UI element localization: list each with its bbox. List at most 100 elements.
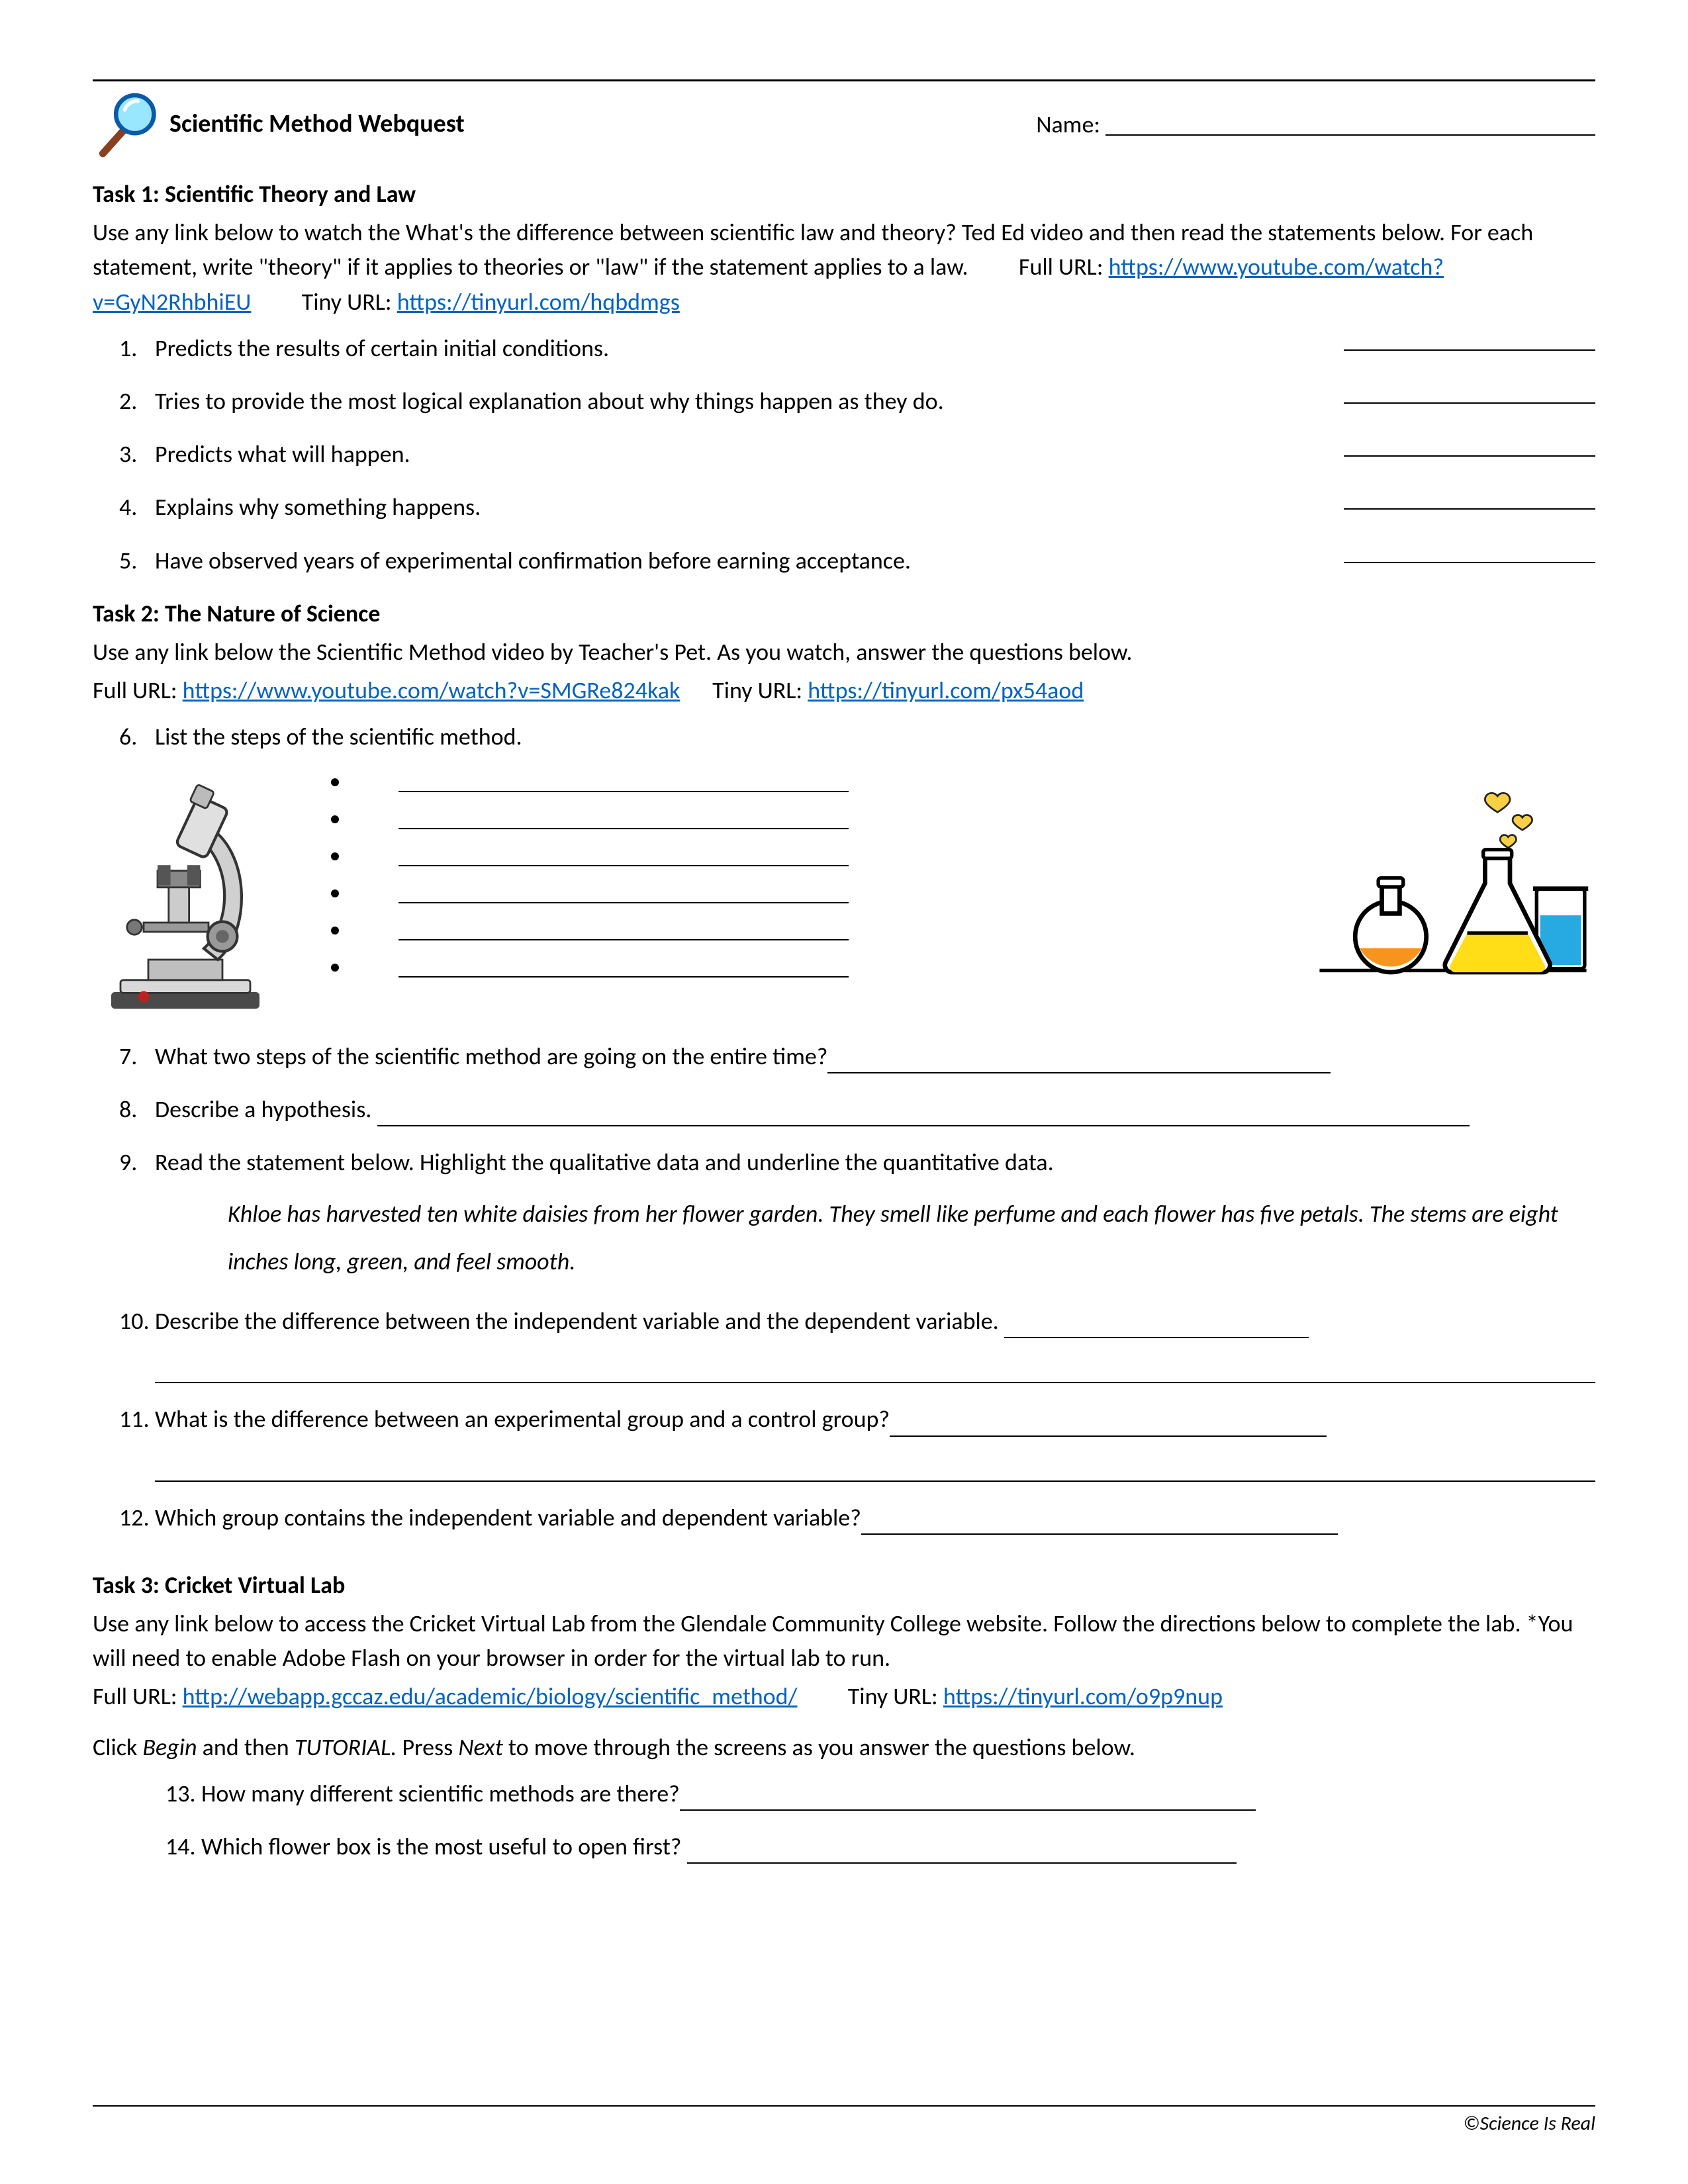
q8-blank[interactable] (377, 1107, 1470, 1126)
header-row: Scientific Method Webquest Name: (93, 88, 1595, 161)
step-6 (331, 958, 1271, 978)
step-1 (331, 772, 1271, 792)
step-blank[interactable] (399, 809, 849, 829)
task1-list: Predicts the results of certain initial … (119, 331, 1595, 578)
q1: Predicts the results of certain initial … (119, 331, 1595, 365)
name-blank[interactable] (1105, 113, 1595, 136)
bullet-icon (331, 815, 339, 823)
task2-tinyurl-label: Tiny URL: (712, 676, 802, 705)
q13-text: How many different scientific methods ar… (201, 1779, 680, 1808)
t3g: to move through the screens as you answe… (503, 1733, 1135, 1762)
task3-tinyurl-link[interactable]: https://tinyurl.com/o9p9nup (943, 1682, 1223, 1711)
q13: How many different scientific methods ar… (165, 1776, 1595, 1811)
bullet-icon (331, 927, 339, 934)
q11-blank2[interactable] (155, 1455, 1595, 1482)
bullet-icon (331, 852, 339, 860)
q2-text: Tries to provide the most logical explan… (155, 387, 944, 416)
task2-fullurl-label: Full URL: (93, 676, 177, 705)
task2-urls: Full URL: https://www.youtube.com/watch?… (93, 673, 1595, 707)
t3c: and then (197, 1733, 295, 1762)
page-title: Scientific Method Webquest (169, 106, 465, 142)
task2-fullurl-link[interactable]: https://www.youtube.com/watch?v=SMGRe824… (183, 676, 680, 705)
task2-heading: Task 2: The Nature of Science (93, 596, 1595, 631)
step-blank[interactable] (399, 846, 849, 866)
q4-text: Explains why something happens. (155, 492, 481, 522)
task2-list-cont2: Describe the difference between the inde… (119, 1304, 1595, 1535)
q9: Read the statement below. Highlight the … (119, 1145, 1595, 1285)
q10-blank[interactable] (1004, 1318, 1309, 1338)
task1-tinyurl-link[interactable]: https://tinyurl.com/hqbdmgs (397, 287, 680, 316)
step-4 (331, 884, 1271, 903)
q6-text: List the steps of the scientific method. (155, 722, 522, 751)
t3b: Begin (142, 1733, 197, 1762)
q6-bullets (331, 772, 1271, 995)
q11-blank[interactable] (890, 1417, 1327, 1437)
step-3 (331, 846, 1271, 866)
q14-blank[interactable] (687, 1844, 1237, 1864)
q10: Describe the difference between the inde… (119, 1304, 1595, 1383)
q6: List the steps of the scientific method. (119, 719, 1595, 754)
t3f: Next (458, 1733, 502, 1762)
footer: ©Science Is Real (93, 2105, 1595, 2138)
microscope-icon (93, 772, 278, 1026)
task3-fullurl-link[interactable]: http://webapp.gccaz.edu/academic/biology… (183, 1682, 798, 1711)
q7-blank[interactable] (827, 1054, 1331, 1073)
q12-text: Which group contains the independent var… (155, 1503, 861, 1532)
step-blank[interactable] (399, 921, 849, 940)
q4-blank[interactable] (1344, 490, 1595, 510)
step-blank[interactable] (399, 884, 849, 903)
task1-tinyurl-label: Tiny URL: (302, 287, 392, 316)
q3-text: Predicts what will happen. (155, 439, 410, 469)
task3-heading: Task 3: Cricket Virtual Lab (93, 1568, 1595, 1602)
q12-blank[interactable] (861, 1515, 1338, 1535)
bullet-icon (331, 964, 339, 972)
task3-fullurl-label: Full URL: (93, 1682, 177, 1711)
step-5 (331, 921, 1271, 940)
step-2 (331, 809, 1271, 829)
step-blank[interactable] (399, 958, 849, 978)
q1-blank[interactable] (1344, 331, 1595, 351)
q3-blank[interactable] (1344, 437, 1595, 457)
q2: Tries to provide the most logical explan… (119, 384, 1595, 418)
q5-text: Have observed years of experimental conf… (155, 546, 911, 575)
q1-text: Predicts the results of certain initial … (155, 334, 609, 363)
q8: Describe a hypothesis. (119, 1092, 1595, 1126)
task2-list-q6: List the steps of the scientific method. (119, 719, 1595, 754)
q7: What two steps of the scientific method … (119, 1039, 1595, 1073)
step-blank[interactable] (399, 772, 849, 792)
task1-heading: Task 1: Scientific Theory and Law (93, 177, 1595, 211)
q9-passage: Khloe has harvested ten white daisies fr… (228, 1190, 1595, 1285)
task3-urls: Full URL: http://webapp.gccaz.edu/academ… (93, 1679, 1595, 1713)
q14-text: Which flower box is the most useful to o… (201, 1832, 681, 1861)
q11: What is the difference between an experi… (119, 1402, 1595, 1481)
task3-tinyurl-label: Tiny URL: (848, 1682, 938, 1711)
q10-text: Describe the difference between the inde… (155, 1306, 999, 1336)
task2-list-cont: What two steps of the scientific method … (119, 1039, 1595, 1286)
bullet-icon (331, 889, 339, 897)
q14: Which flower box is the most useful to o… (165, 1829, 1595, 1864)
q9-text: Read the statement below. Highlight the … (155, 1148, 1054, 1177)
task1-intro: Use any link below to watch the What's t… (93, 215, 1595, 319)
q5-blank[interactable] (1344, 543, 1595, 563)
q3: Predicts what will happen. (119, 437, 1595, 471)
task3-list: How many different scientific methods ar… (165, 1776, 1595, 1864)
task1-fullurl-label: Full URL: (1019, 252, 1103, 281)
task2-tinyurl-link[interactable]: https://tinyurl.com/px54aod (808, 676, 1084, 705)
q6-steps-wrap (93, 772, 1595, 1026)
t3a: Click (93, 1733, 142, 1762)
q11-text: What is the difference between an experi… (155, 1404, 890, 1433)
magnifier-icon (93, 88, 165, 161)
task3-intro: Use any link below to access the Cricket… (93, 1606, 1595, 1675)
name-label: Name: (1036, 107, 1100, 142)
t3d: TUTORIAL. (295, 1733, 397, 1762)
q7-text: What two steps of the scientific method … (155, 1042, 827, 1071)
task2-intro: Use any link below the Scientific Method… (93, 635, 1595, 669)
chemistry-icon (1311, 772, 1595, 1000)
q13-blank[interactable] (680, 1791, 1256, 1811)
top-rule (93, 79, 1595, 81)
q12: Which group contains the independent var… (119, 1500, 1595, 1535)
q10-blank2[interactable] (155, 1357, 1595, 1383)
task3-click-line: Click Begin and then TUTORIAL. Press Nex… (93, 1730, 1595, 1764)
q2-blank[interactable] (1344, 384, 1595, 404)
bullet-icon (331, 778, 339, 786)
